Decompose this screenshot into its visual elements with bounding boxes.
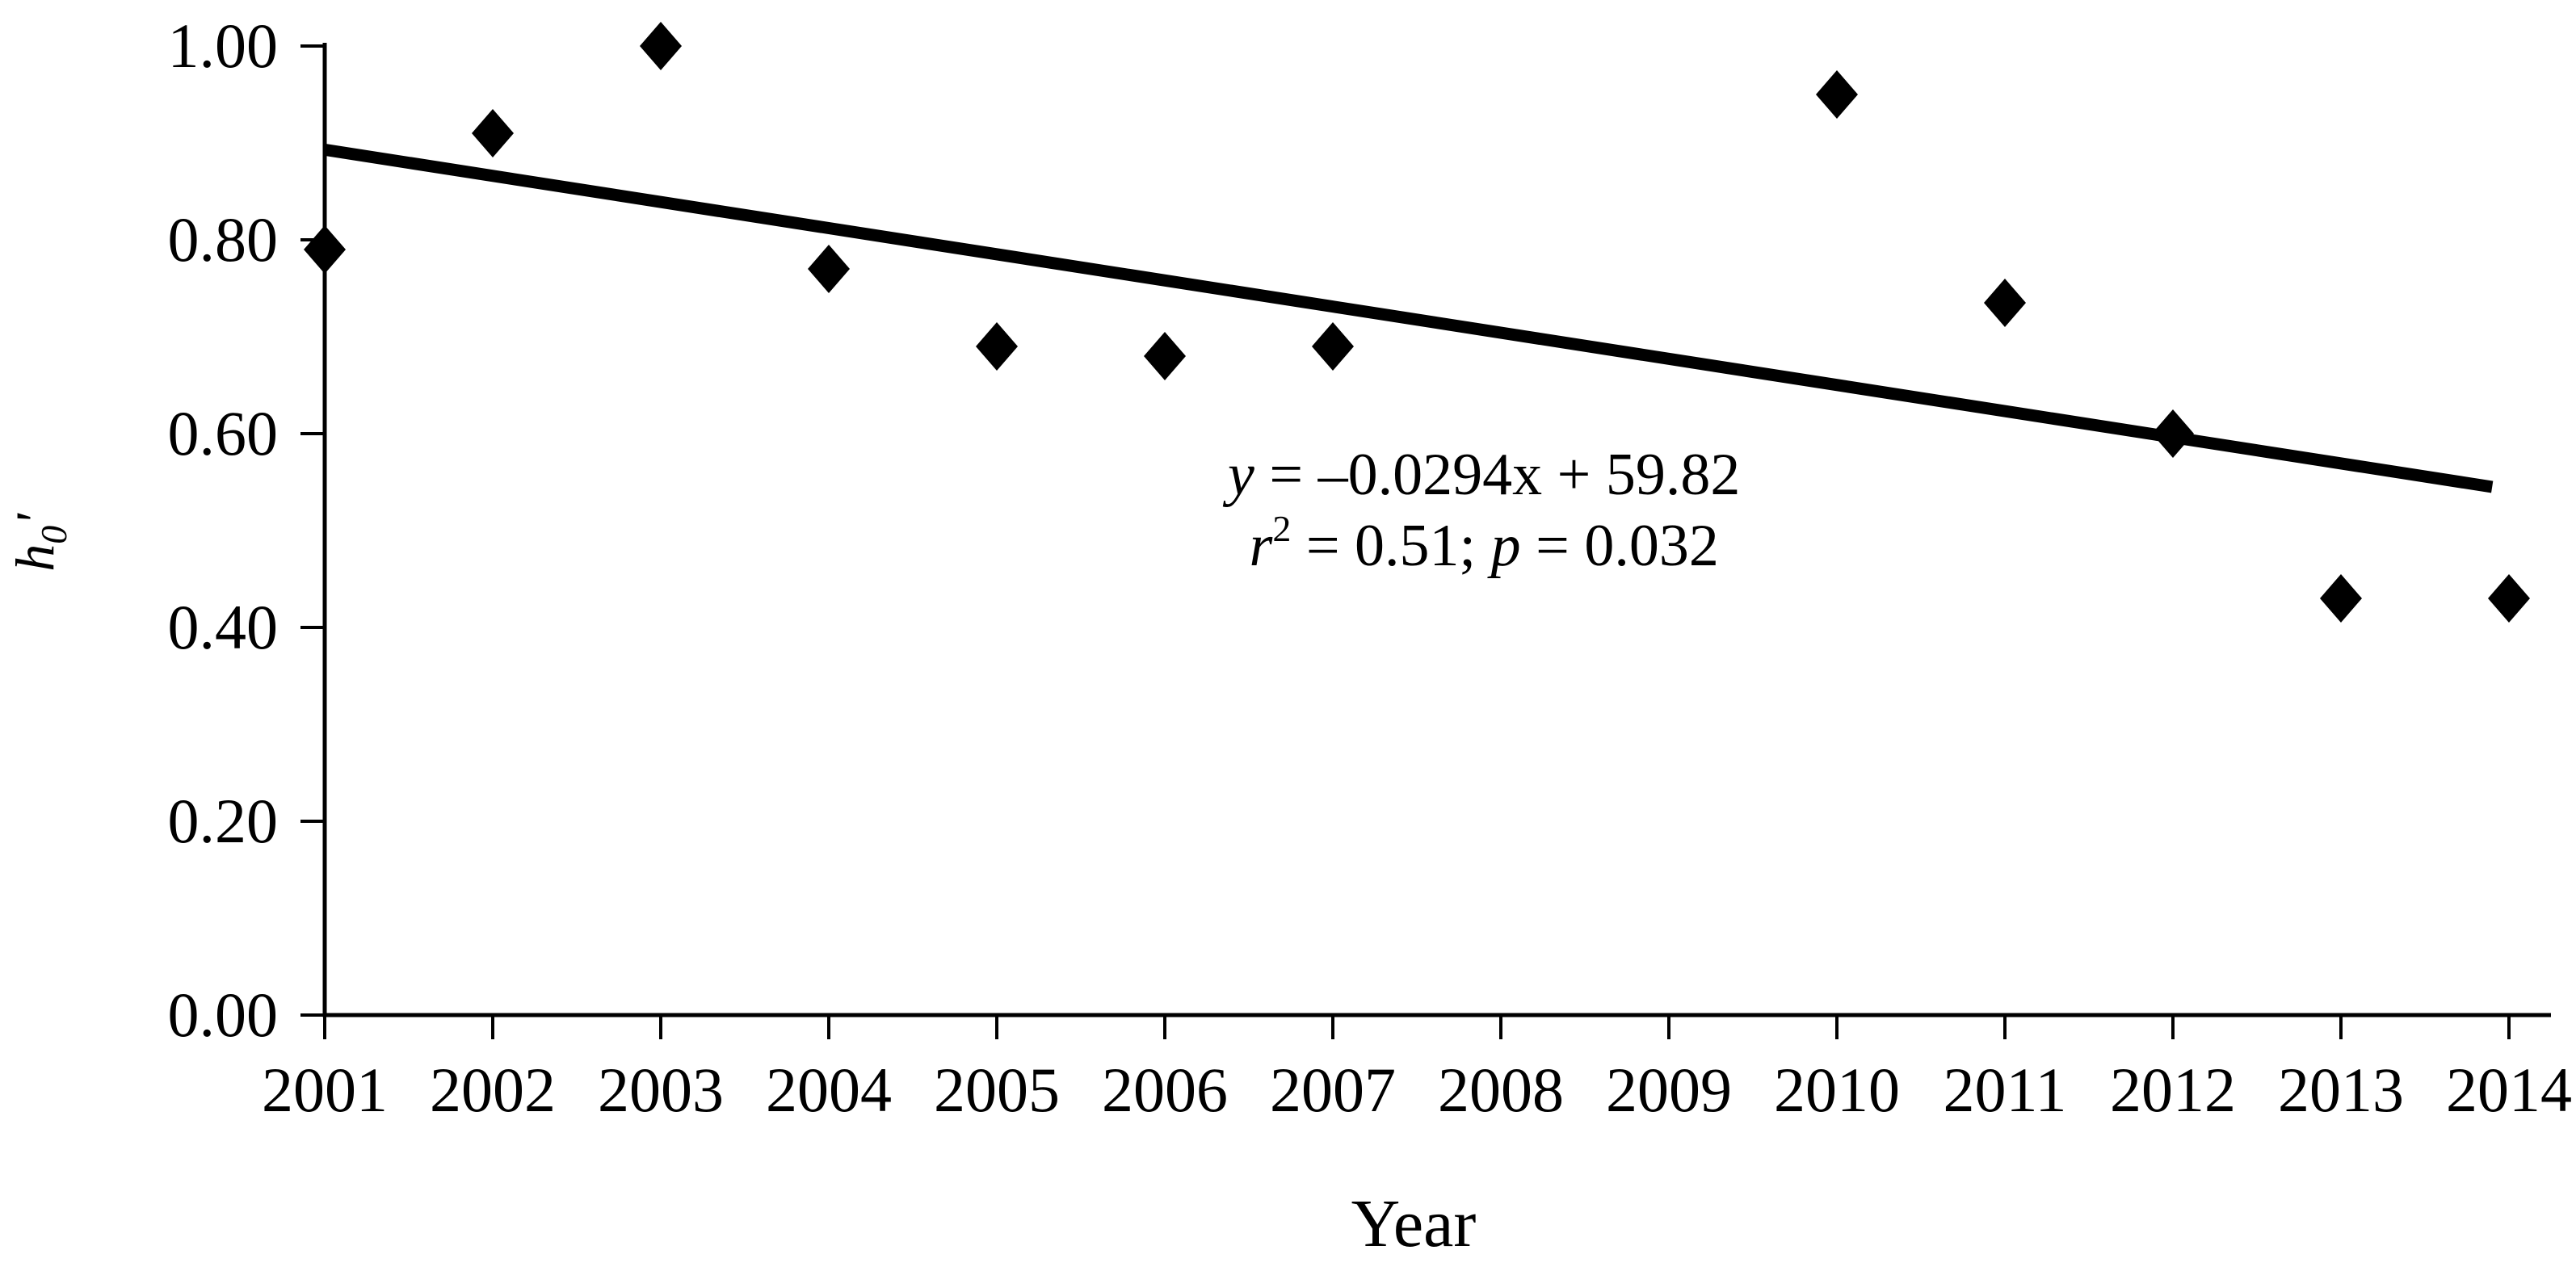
annotation-line-1: y = –0.0294x + 59.82 xyxy=(1222,442,1740,508)
data-point-2011 xyxy=(1984,279,2026,327)
data-point-2006 xyxy=(1144,332,1186,380)
annotation-token: p xyxy=(1487,513,1521,579)
y-tick-label-0.20: 0.20 xyxy=(168,786,279,856)
annotation-token: 2 xyxy=(1272,508,1291,549)
data-point-2001 xyxy=(304,225,346,274)
y-tick-label-0.00: 0.00 xyxy=(168,980,279,1050)
x-axis-title: Year xyxy=(1351,1186,1477,1261)
x-tick-label-2014: 2014 xyxy=(2446,1055,2572,1125)
annotation-token: = –0.0294x + 59.82 xyxy=(1254,442,1740,508)
x-tick-label-2006: 2006 xyxy=(1102,1055,1228,1125)
y-tick-label-0.80: 0.80 xyxy=(168,204,279,275)
annotation-token: = 0.032 xyxy=(1521,513,1719,579)
y-tick-label-0.60: 0.60 xyxy=(168,398,279,468)
data-point-2005 xyxy=(976,322,1018,371)
x-tick-label-2002: 2002 xyxy=(430,1055,556,1125)
annotation-token: y xyxy=(1222,442,1254,508)
x-tick-label-2012: 2012 xyxy=(2110,1055,2236,1125)
x-tick-label-2005: 2005 xyxy=(934,1055,1060,1125)
annotation-line-2: r2 = 0.51; p = 0.032 xyxy=(1250,508,1719,579)
data-point-2002 xyxy=(472,109,514,157)
y-axis-title: h0' xyxy=(4,513,74,572)
annotation-token: = 0.51; xyxy=(1291,513,1490,579)
data-point-2014 xyxy=(2488,574,2530,623)
x-tick-label-2003: 2003 xyxy=(598,1055,724,1125)
chart-root: 0.00 0.20 0.40 0.60 0.80 1.00 2001 2002 2003 2004… xyxy=(168,10,2573,1125)
y-tick-label-0.40: 0.40 xyxy=(168,592,279,662)
x-tick-label-2011: 2011 xyxy=(1943,1055,2066,1125)
x-tick-label-2004: 2004 xyxy=(766,1055,892,1125)
x-tick-label-2010: 2010 xyxy=(1774,1055,1900,1125)
x-tick-label-2009: 2009 xyxy=(1606,1055,1732,1125)
annotation-token: r xyxy=(1250,513,1274,579)
y-title-prime: ' xyxy=(4,513,65,526)
trend-line xyxy=(323,143,2494,493)
x-tick-label-2007: 2007 xyxy=(1270,1055,1396,1125)
data-point-2012 xyxy=(2152,409,2194,458)
y-title-subscript: 0 xyxy=(33,526,74,544)
data-point-2007 xyxy=(1312,322,1354,371)
x-tick-label-2013: 2013 xyxy=(2278,1055,2404,1125)
data-point-2013 xyxy=(2320,574,2362,623)
data-point-2003 xyxy=(640,22,682,70)
y-tick-label-1.00: 1.00 xyxy=(168,10,279,81)
data-point-2010 xyxy=(1816,70,1858,119)
y-title-base: h xyxy=(4,544,65,572)
data-point-2004 xyxy=(808,245,850,293)
x-tick-label-2008: 2008 xyxy=(1438,1055,1564,1125)
x-tick-label-2001: 2001 xyxy=(262,1055,388,1125)
